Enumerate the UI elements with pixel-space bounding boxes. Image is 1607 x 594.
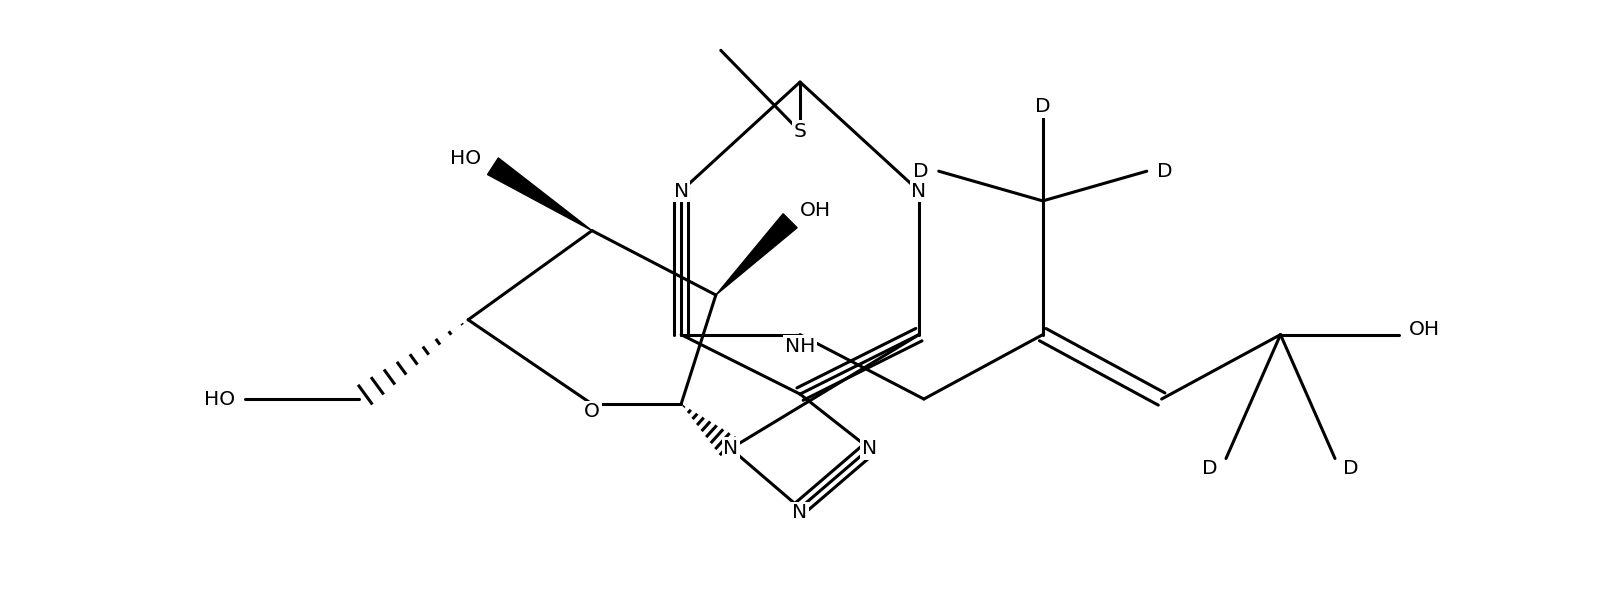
Text: N: N: [673, 182, 689, 201]
Polygon shape: [715, 214, 797, 295]
Text: D: D: [1202, 459, 1218, 478]
Text: D: D: [1343, 459, 1358, 478]
Text: O: O: [583, 402, 599, 421]
Text: D: D: [1035, 97, 1051, 116]
Text: N: N: [861, 439, 877, 458]
Text: HO: HO: [204, 390, 235, 409]
Text: D: D: [1157, 162, 1172, 181]
Text: N: N: [723, 439, 738, 458]
Text: OH: OH: [1409, 320, 1440, 339]
Text: S: S: [794, 122, 807, 141]
Text: NH: NH: [784, 337, 815, 356]
Text: D: D: [913, 162, 929, 181]
Text: N: N: [792, 504, 808, 523]
Polygon shape: [487, 158, 591, 230]
Text: OH: OH: [800, 201, 831, 220]
Text: N: N: [911, 182, 927, 201]
Text: HO: HO: [450, 149, 480, 168]
